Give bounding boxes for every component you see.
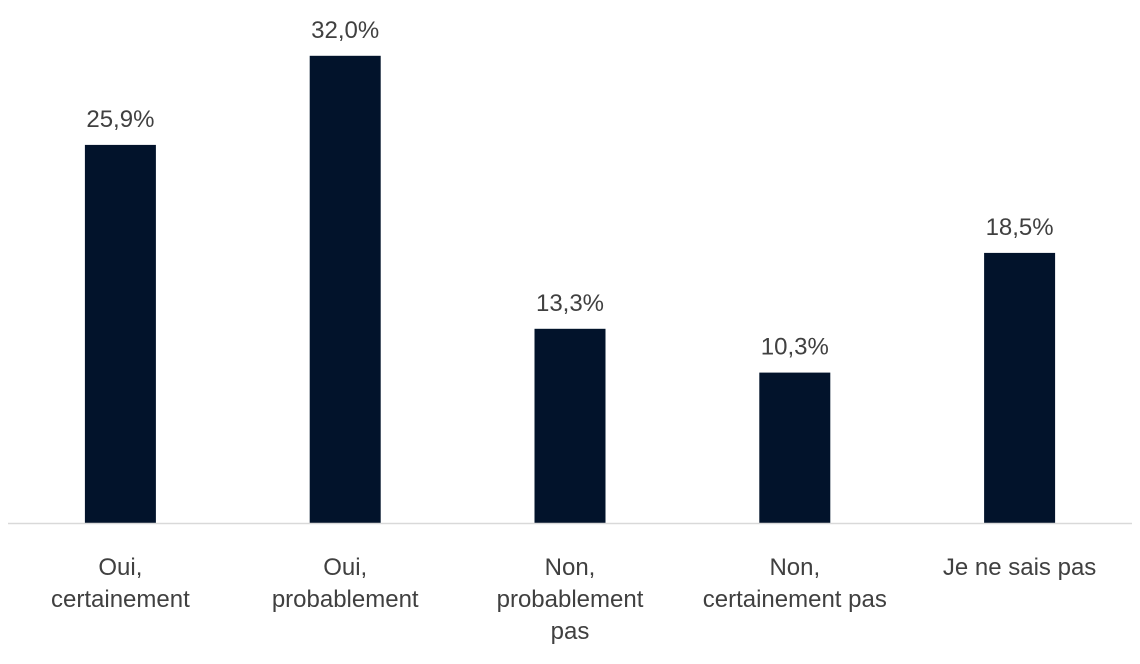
category-label-line: probablement: [272, 586, 419, 613]
bar-2: [309, 55, 381, 524]
category-label-line: Je ne sais pas: [943, 554, 1096, 581]
category-label-line: certainement pas: [703, 586, 887, 613]
category-label-5: Je ne sais pas: [943, 554, 1096, 581]
category-label-3: Non, probablement pas: [497, 554, 644, 645]
data-label-3: 13,3%: [536, 290, 604, 317]
category-label-line: Non,: [545, 554, 596, 581]
bar-4: [759, 372, 831, 523]
bar-3: [534, 328, 606, 523]
category-label-line: Non,: [769, 554, 820, 581]
category-label-4: Non, certainement pas: [703, 554, 887, 613]
data-label-5: 18,5%: [986, 214, 1054, 241]
category-label-line: pas: [551, 618, 590, 645]
category-label-line: probablement: [497, 586, 644, 613]
bar-5: [984, 252, 1056, 523]
category-label-2: Oui, probablement: [272, 554, 419, 613]
category-label-line: Oui,: [323, 554, 367, 581]
data-label-1: 25,9%: [86, 106, 154, 133]
category-label-line: certainement: [51, 586, 190, 613]
category-labels-group: Oui, certainement Oui, probablement Non, prob…: [51, 554, 1096, 645]
data-label-4: 10,3%: [761, 334, 829, 361]
bar-1: [84, 144, 156, 523]
category-label-line: Oui,: [98, 554, 142, 581]
data-label-2: 32,0%: [311, 17, 379, 44]
category-label-1: Oui, certainement: [51, 554, 190, 613]
data-labels-group: 25,9% 32,0% 13,3% 10,3% 18,5%: [86, 17, 1053, 361]
bars-group: [84, 55, 1056, 524]
